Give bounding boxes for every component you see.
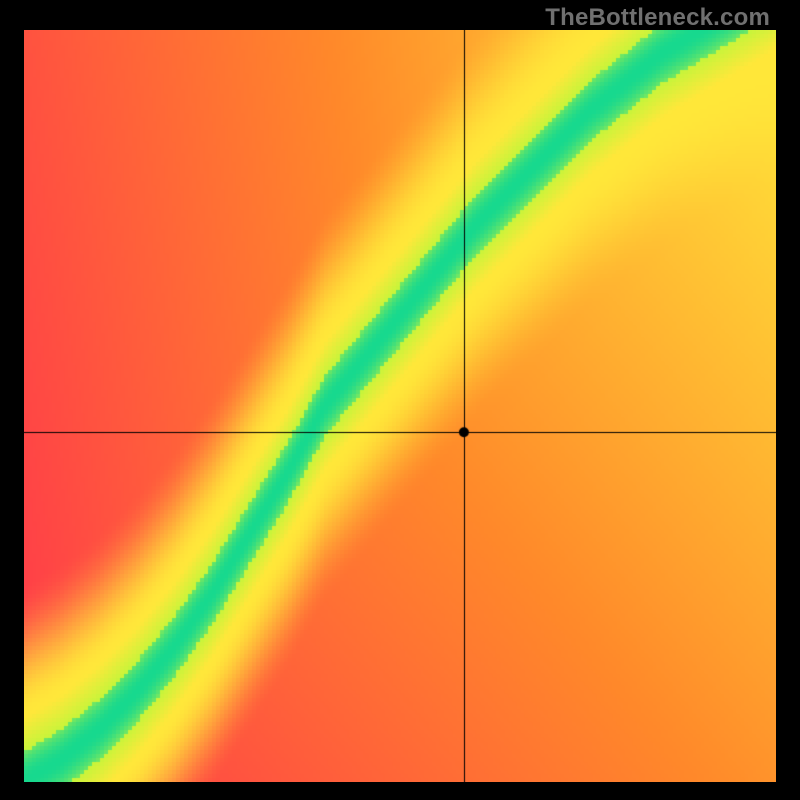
chart-container: TheBottleneck.com xyxy=(0,0,800,800)
watermark-text: TheBottleneck.com xyxy=(545,4,770,32)
bottleneck-heatmap xyxy=(24,30,776,782)
